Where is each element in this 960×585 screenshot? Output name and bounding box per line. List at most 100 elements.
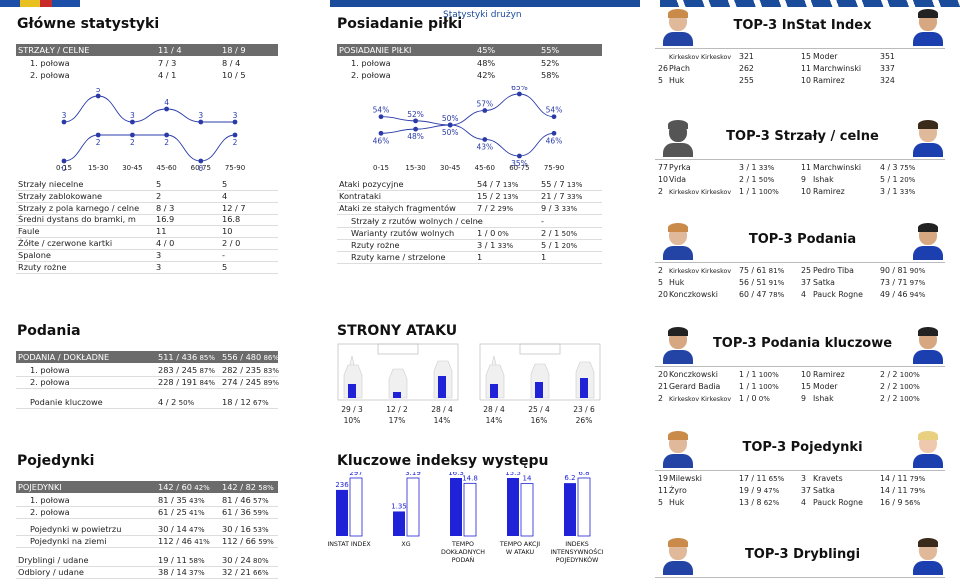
player-percent: 33% [897,188,916,196]
attack-percent: 26% [576,416,593,425]
x-tick-label: 0-15 [56,164,72,172]
player-value: 255 [739,76,754,85]
percent-value: 41% [192,538,210,546]
attack-percent: 14% [486,416,503,425]
index-label: DOKŁADNYCH [441,549,485,556]
top3-player-left: Kirkeskov Kirkeskov 321 [658,51,754,63]
attack-value: 29 / 3 [341,405,363,414]
half-row: 1. połowa 7 / 3 8 / 4 [16,57,278,69]
table-row: 2. połowa 228 / 191 84% 274 / 245 89% [16,376,280,388]
player-percent: 65% [766,475,785,483]
player-value: 1 / 1 [739,382,757,391]
player-percent: 90% [907,267,926,275]
top3-player-left: 20Konczkowski 1 / 1 100% [658,369,779,381]
player-number: 9 [801,394,806,403]
data-label: 43% [476,142,493,151]
row-label: Ataki pozycyjne [339,179,404,189]
index-bar-b [577,477,591,537]
player-name: Huk [669,278,685,287]
team-a-value: 2 [156,190,162,201]
row-divider [16,547,278,548]
player-number: 20 [658,290,668,299]
row-label: Żółte / czerwone kartki [18,238,113,248]
player-number: 2 [658,266,663,275]
top3-player-left: 10Vida 2 / 1 50% [658,174,774,186]
index-label: TEMPO AKCJI [499,541,540,548]
data-point [198,158,204,164]
player-value: 3 / 1 [880,187,898,196]
attack-value: 28 / 4 [483,405,505,414]
player-value: 262 [739,64,754,73]
half-label: 2. połowa [351,70,391,80]
player-photo-left [660,428,696,468]
row-divider [16,506,278,507]
top3-player-right: 4 Pauck Rogne 49 / 46 94% [801,289,925,301]
percent-value: 86% [261,354,280,362]
index-value-b: 3.19 [405,472,421,477]
attack-value: 25 / 4 [528,405,550,414]
player-number: 5 [658,278,663,287]
player-percent: 79% [907,475,926,483]
percent-value: 80% [250,557,269,565]
top3-divider [655,48,945,49]
data-point [517,91,522,97]
row-label: Podanie kluczowe [30,397,103,407]
data-point [551,114,557,120]
row-divider [337,226,602,228]
top3-player-right: 10 Ramirez 2 / 2 100% [801,369,920,381]
row-label: 2. połowa [30,507,70,517]
x-tick-label: 15-30 [88,164,108,172]
player-number: 3 [801,474,806,483]
player-percent: 91% [766,279,785,287]
index-value-a: 236 [335,481,349,489]
table-row: Rzuty karne / strzelone 1 1 [337,251,602,263]
player-name: Satka [813,486,835,495]
data-point [378,130,384,136]
player-percent: 100% [897,371,920,379]
player-number: 10 [801,76,811,85]
series-line [380,93,555,126]
team-a-value: 7 / 3 [158,58,177,68]
header-label: STRZAŁY / CELNE [18,45,90,55]
row-label: Strzały z pola karnego / celne [18,202,140,213]
team-b-header: 55% [541,45,560,55]
top3-player-left: 2 Kirkeskov Kirkeskov 1 / 0 0% [658,393,770,405]
team-a-header: 142 / 60 42% [158,482,210,492]
player-number: 10 [801,370,811,379]
index-label: XG [401,541,410,548]
table-row: Pojedynki w powietrzu 30 / 14 47% 30 / 16 … [16,523,278,535]
team-b-header: 142 / 82 58% [222,482,274,492]
attack-bar [535,382,543,398]
x-tick-label: 30-45 [440,164,460,172]
top3-title: TOP-3 Pojedynki [742,440,863,455]
attack-bar [348,384,356,398]
row-divider [16,578,278,579]
team-b-value: 282 / 235 83% [222,365,280,375]
player-name: Pyrka [669,163,691,172]
player-photo-left [660,324,696,364]
team-b-header: 556 / 480 86% [222,352,280,362]
half-row: 1. połowa 48% 52% [337,57,602,69]
data-point [130,132,135,138]
team-a-value: 1 [477,252,483,263]
player-value: 1 / 0 [739,394,757,403]
player-number: 5 [658,498,663,507]
index-label: W ATAKU [506,549,535,556]
team-b-value: 274 / 245 89% [222,377,280,387]
table-row: Podanie kluczowe 4 / 2 50% 18 / 12 67% [16,396,278,408]
player-value: 1 / 1 [739,187,757,196]
data-label: 2 [96,138,101,147]
team-a-value: 5 [156,179,162,189]
row-label: Rzuty rożne [351,240,400,250]
table-row: Odbiory / udane 38 / 14 37% 32 / 21 66% [16,566,278,578]
player-value: 2 / 2 [880,370,898,379]
team-b-value: 8 / 4 [222,58,241,68]
team-b-value: 5 [222,179,228,189]
passes-title: Podania [17,323,81,339]
top3-player-left: 5 Huk 255 [658,75,754,87]
half-row: 2. połowa 4 / 1 10 / 5 [16,69,278,81]
player-value: 75 / 61 [739,266,767,275]
index-label: INSTAT INDEX [327,541,371,548]
player-photo-right [910,117,946,157]
index-value-a: 6.2 [564,474,575,482]
